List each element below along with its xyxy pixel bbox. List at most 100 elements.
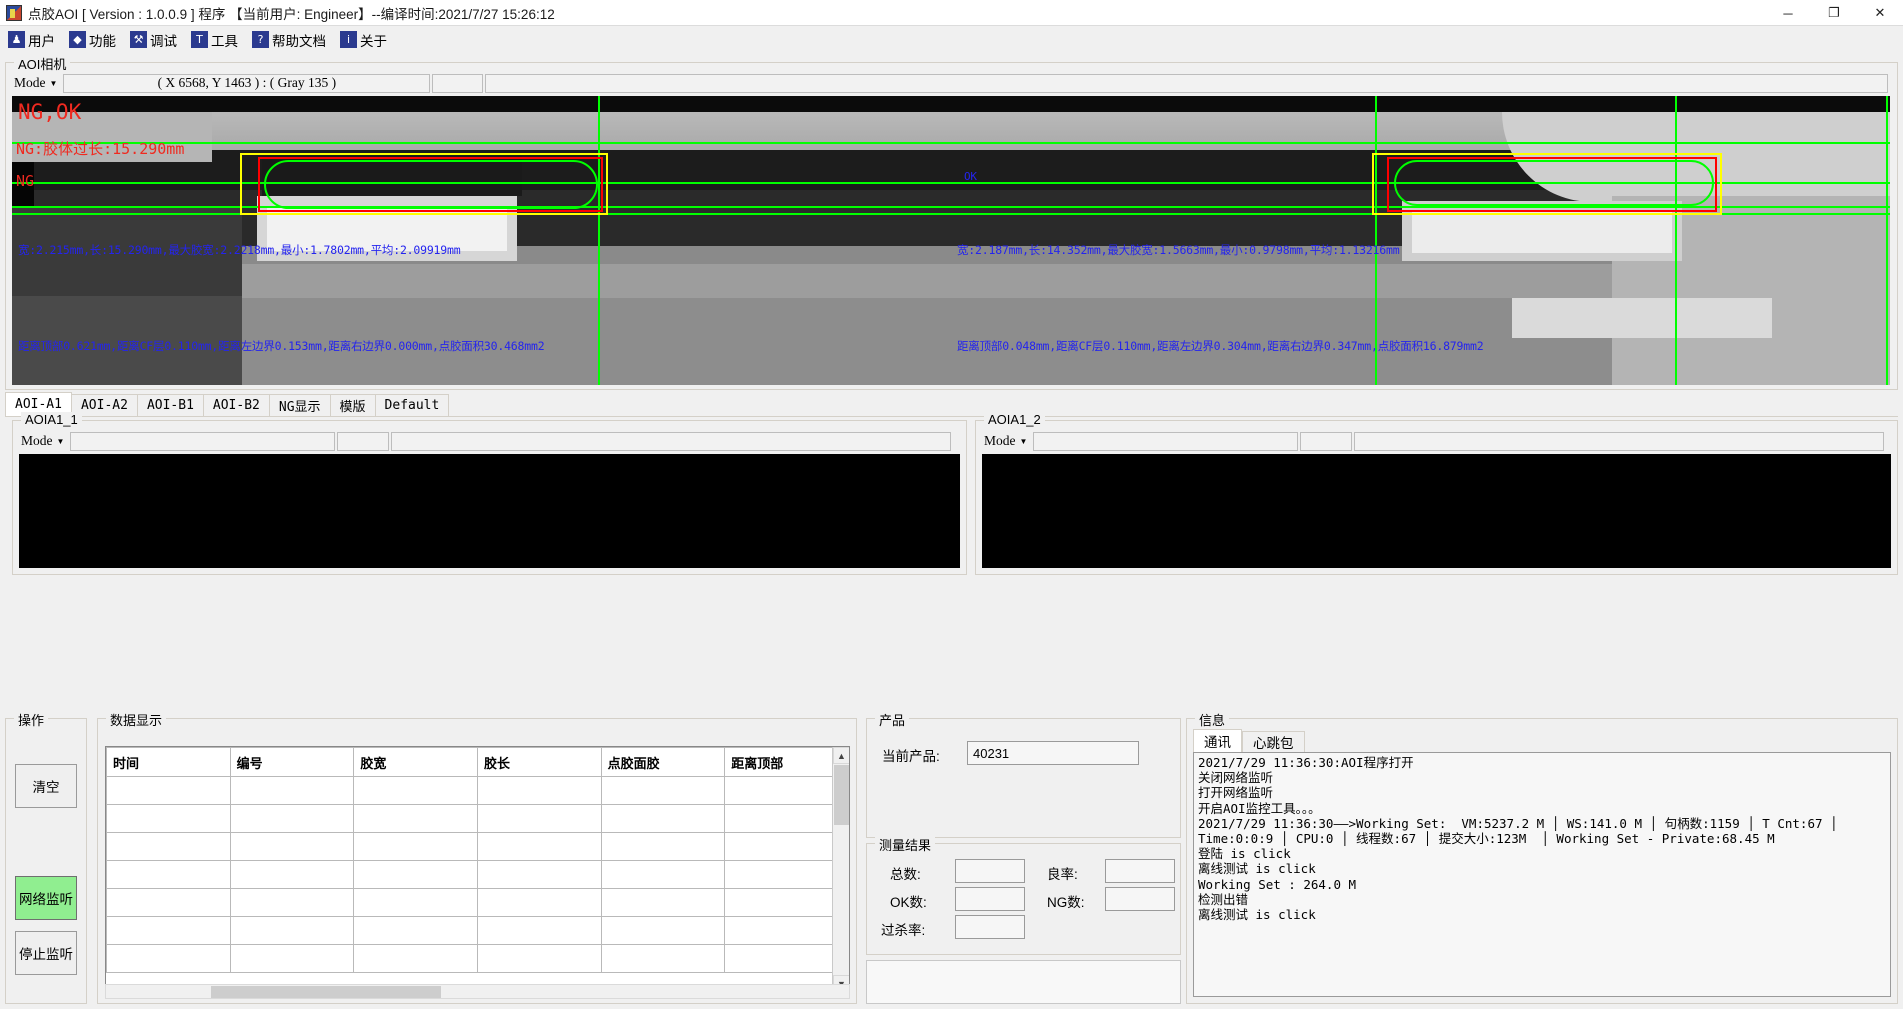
table-cell[interactable] <box>476 776 602 805</box>
subview-1-field-3[interactable] <box>391 431 952 451</box>
tab-template[interactable]: 模版 <box>329 394 376 416</box>
tab-heartbeat[interactable]: 心跳包 <box>1242 731 1305 752</box>
tab-aoi-a1[interactable]: AOI-A1 <box>5 392 72 416</box>
table-cell[interactable] <box>600 916 726 945</box>
table-cell[interactable] <box>106 832 231 861</box>
table-cell[interactable] <box>476 888 602 917</box>
tab-communication[interactable]: 通讯 <box>1193 729 1242 752</box>
mode-dropdown[interactable]: Mode ▼ <box>12 75 59 91</box>
table-cell[interactable] <box>353 916 478 945</box>
table-cell[interactable] <box>724 776 849 805</box>
tab-aoi-a2[interactable]: AOI-A2 <box>70 394 138 416</box>
table-cell[interactable] <box>106 804 231 833</box>
subview-2-field-1[interactable] <box>1033 431 1299 451</box>
table-cell[interactable] <box>229 804 355 833</box>
table-cell[interactable] <box>600 944 726 973</box>
table-cell[interactable] <box>353 804 478 833</box>
subview-2-field-2[interactable] <box>1300 431 1353 451</box>
table-cell[interactable] <box>353 860 478 889</box>
table-cell[interactable] <box>724 804 849 833</box>
table-cell[interactable] <box>229 860 355 889</box>
table-cell[interactable] <box>229 776 355 805</box>
table-row[interactable] <box>106 944 849 973</box>
table-cell[interactable] <box>106 860 231 889</box>
column-header-number[interactable]: 编号 <box>229 747 355 777</box>
table-horizontal-scrollbar[interactable] <box>105 984 850 999</box>
table-cell[interactable] <box>724 916 849 945</box>
table-cell[interactable] <box>724 944 849 973</box>
network-listen-button[interactable]: 网络监听 <box>15 876 77 920</box>
close-button[interactable]: ✕ <box>1874 5 1886 20</box>
table-row[interactable] <box>106 776 849 805</box>
table-cell[interactable] <box>229 888 355 917</box>
table-row[interactable] <box>106 916 849 945</box>
table-cell[interactable] <box>476 804 602 833</box>
table-cell[interactable] <box>724 832 849 861</box>
hscroll-thumb[interactable] <box>211 986 441 998</box>
total-count-label: 总数: <box>890 867 921 882</box>
table-cell[interactable] <box>353 776 478 805</box>
tab-default[interactable]: Default <box>374 394 450 416</box>
table-cell[interactable] <box>476 916 602 945</box>
column-header-glue-width[interactable]: 胶宽 <box>353 747 478 777</box>
table-cell[interactable] <box>353 888 478 917</box>
stop-listen-button[interactable]: 停止监听 <box>15 931 77 975</box>
column-header-glue-length[interactable]: 胶长 <box>476 747 602 777</box>
camera-field-2[interactable] <box>432 73 484 93</box>
camera-field-3[interactable] <box>485 73 1888 93</box>
table-cell[interactable] <box>229 832 355 861</box>
menu-tools[interactable]: T 工具 <box>191 30 238 50</box>
table-cell[interactable] <box>600 860 726 889</box>
tab-ng-display[interactable]: NG显示 <box>268 394 331 416</box>
menu-user[interactable]: ♟ 用户 <box>8 30 55 50</box>
subview-2-field-3[interactable] <box>1354 431 1885 451</box>
table-cell-selected[interactable] <box>106 776 231 805</box>
table-cell[interactable] <box>724 888 849 917</box>
table-cell[interactable] <box>353 832 478 861</box>
subview-1-field-1[interactable] <box>70 431 336 451</box>
subview-2-mode-dropdown[interactable]: Mode ▼ <box>982 433 1029 449</box>
table-cell[interactable] <box>229 916 355 945</box>
menu-debug[interactable]: ⚒ 调试 <box>130 30 177 50</box>
subview-1-field-2[interactable] <box>337 431 390 451</box>
log-output[interactable]: 2021/7/29 11:36:30:AOI程序打开 关闭网络监听 打开网络监听… <box>1193 752 1891 997</box>
table-cell[interactable] <box>476 860 602 889</box>
maximize-button[interactable]: ❐ <box>1828 5 1840 20</box>
tab-aoi-b2[interactable]: AOI-B2 <box>202 394 270 416</box>
table-cell[interactable] <box>353 944 478 973</box>
camera-image-view[interactable]: NG,OK NG:胶体过长:15.290mm NG OK 宽:2.215mm,长… <box>12 96 1890 385</box>
table-row[interactable] <box>106 860 849 889</box>
current-product-input[interactable]: 40231 <box>967 741 1139 765</box>
clear-button[interactable]: 清空 <box>15 764 77 808</box>
column-header-glue-area[interactable]: 点胶面胶 <box>600 747 726 777</box>
table-vertical-scrollbar[interactable]: ▲ ▼ <box>832 747 849 992</box>
menu-bar: ♟ 用户 ◆ 功能 ⚒ 调试 T 工具 ? 帮助文档 i 关于 <box>0 26 1903 53</box>
table-cell[interactable] <box>600 888 726 917</box>
tab-aoi-b1[interactable]: AOI-B1 <box>136 394 204 416</box>
subview-1-image[interactable] <box>19 454 960 568</box>
table-cell[interactable] <box>106 916 231 945</box>
table-cell[interactable] <box>476 944 602 973</box>
table-cell[interactable] <box>600 832 726 861</box>
table-cell[interactable] <box>600 776 726 805</box>
table-cell[interactable] <box>724 860 849 889</box>
table-cell[interactable] <box>229 944 355 973</box>
column-header-time[interactable]: 时间 <box>106 747 231 777</box>
table-cell[interactable] <box>600 804 726 833</box>
table-cell[interactable] <box>106 944 231 973</box>
menu-help[interactable]: ? 帮助文档 <box>252 30 326 50</box>
table-cell[interactable] <box>106 888 231 917</box>
minimize-button[interactable]: ─ <box>1783 5 1793 21</box>
subview-2-image[interactable] <box>982 454 1891 568</box>
menu-function[interactable]: ◆ 功能 <box>69 30 116 50</box>
scroll-up-icon[interactable]: ▲ <box>833 747 849 764</box>
table-row[interactable] <box>106 832 849 861</box>
subview-1-mode-dropdown[interactable]: Mode ▼ <box>19 433 66 449</box>
data-table-container[interactable]: 时间 编号 胶宽 胶长 点胶面胶 距离顶部 <box>105 746 850 993</box>
scroll-thumb[interactable] <box>834 765 849 825</box>
table-cell[interactable] <box>476 832 602 861</box>
menu-about[interactable]: i 关于 <box>340 30 387 50</box>
table-row[interactable] <box>106 888 849 917</box>
table-row[interactable] <box>106 804 849 833</box>
column-header-distance-top[interactable]: 距离顶部 <box>724 747 849 777</box>
